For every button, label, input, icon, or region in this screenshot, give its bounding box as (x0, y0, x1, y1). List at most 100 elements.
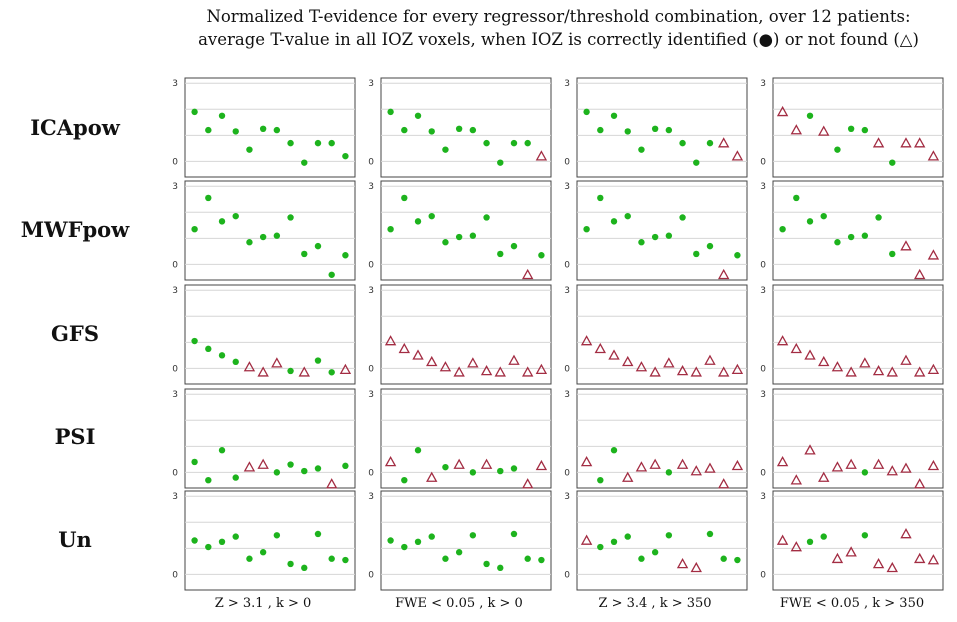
marker-not-found (704, 462, 716, 473)
marker-not-found (859, 357, 871, 368)
marker-found (246, 555, 253, 562)
marker-not-found (676, 558, 689, 569)
y-tick-label: 0 (564, 364, 570, 374)
panel-gfs-col-1: 03 (172, 284, 356, 385)
marker-found (246, 146, 253, 153)
marker-found (232, 212, 239, 220)
marker-not-found (927, 459, 940, 471)
marker-found (387, 225, 394, 233)
marker-found (847, 233, 855, 241)
marker-found (834, 146, 841, 153)
y-tick-label: 3 (368, 492, 374, 502)
y-tick-label: 3 (564, 390, 570, 400)
marker-not-found (717, 137, 730, 148)
marker-found (287, 461, 294, 468)
marker-found (414, 112, 422, 119)
marker-found (428, 533, 435, 540)
panel-psi-col-3: 03 (564, 388, 748, 489)
marker-found (287, 367, 294, 375)
panel-psi-col-2: 03 (368, 388, 552, 489)
panel-frame (772, 490, 944, 591)
marker-found (638, 555, 645, 562)
marker-found (191, 337, 198, 345)
y-tick-label: 0 (760, 260, 766, 270)
marker-found (679, 139, 686, 147)
y-tick-label: 3 (172, 182, 178, 192)
marker-not-found (257, 458, 269, 469)
marker-found (205, 345, 212, 353)
marker-found (401, 126, 408, 134)
panel-frame (576, 77, 748, 178)
marker-found (218, 352, 226, 359)
panel-psi-col-1: 03 (172, 388, 356, 489)
panel-frame (380, 180, 552, 281)
marker-found (191, 537, 198, 544)
marker-found (287, 139, 294, 147)
marker-not-found (535, 150, 548, 161)
y-tick-label: 0 (172, 260, 178, 270)
marker-found (218, 218, 226, 225)
marker-not-found (913, 552, 926, 564)
panel-frame (772, 180, 944, 281)
marker-not-found (831, 361, 844, 372)
marker-found (314, 530, 322, 538)
y-tick-label: 3 (368, 182, 374, 192)
marker-not-found (731, 459, 744, 471)
marker-not-found (790, 541, 803, 552)
marker-found (455, 549, 463, 556)
y-tick-label: 0 (368, 364, 374, 374)
marker-found (469, 469, 477, 476)
marker-not-found (622, 355, 634, 367)
panel-frame (576, 388, 748, 489)
row-label-gfs: GFS (50, 321, 99, 346)
marker-not-found (845, 366, 857, 377)
marker-found (232, 533, 239, 540)
marker-found (401, 194, 408, 202)
marker-found (342, 252, 349, 259)
marker-not-found (886, 465, 898, 476)
panel-psi-col-4: 03 (760, 388, 944, 489)
chart-title-line-2: average T-value in all IOZ voxels, when … (198, 30, 919, 49)
panel-mwfpow-col-4: 03 (760, 180, 944, 281)
panel-frame (380, 388, 552, 489)
marker-found (314, 357, 322, 364)
marker-not-found (927, 150, 940, 161)
marker-found (665, 532, 673, 539)
marker-not-found (804, 349, 816, 360)
marker-found (706, 139, 714, 147)
marker-found (428, 212, 435, 220)
marker-not-found (845, 546, 857, 557)
marker-not-found (622, 471, 634, 482)
marker-not-found (900, 462, 912, 473)
marker-found (328, 139, 335, 147)
y-tick-label: 3 (564, 492, 570, 502)
y-tick-label: 3 (564, 79, 570, 89)
row-label-mwfpow: MWFpow (20, 217, 130, 242)
marker-found (665, 469, 673, 476)
marker-found (273, 469, 281, 476)
y-tick-label: 3 (172, 79, 178, 89)
marker-not-found (690, 366, 702, 377)
marker-found (442, 146, 449, 153)
marker-found (314, 242, 322, 250)
marker-found (693, 250, 700, 258)
marker-found (734, 556, 741, 564)
marker-not-found (676, 458, 689, 469)
marker-not-found (717, 478, 730, 489)
y-tick-label: 0 (172, 468, 178, 478)
marker-found (610, 447, 618, 454)
marker-not-found (508, 354, 520, 365)
marker-found (651, 549, 659, 556)
marker-not-found (872, 365, 885, 376)
marker-not-found (913, 366, 926, 377)
marker-found (583, 108, 590, 116)
panel-un-col-2: 03 (368, 490, 552, 591)
y-tick-label: 0 (564, 570, 570, 580)
marker-found (387, 537, 394, 544)
marker-found (328, 555, 335, 562)
y-tick-label: 3 (564, 286, 570, 296)
y-tick-label: 0 (564, 468, 570, 478)
marker-found (205, 476, 212, 484)
panel-frame (772, 284, 944, 385)
